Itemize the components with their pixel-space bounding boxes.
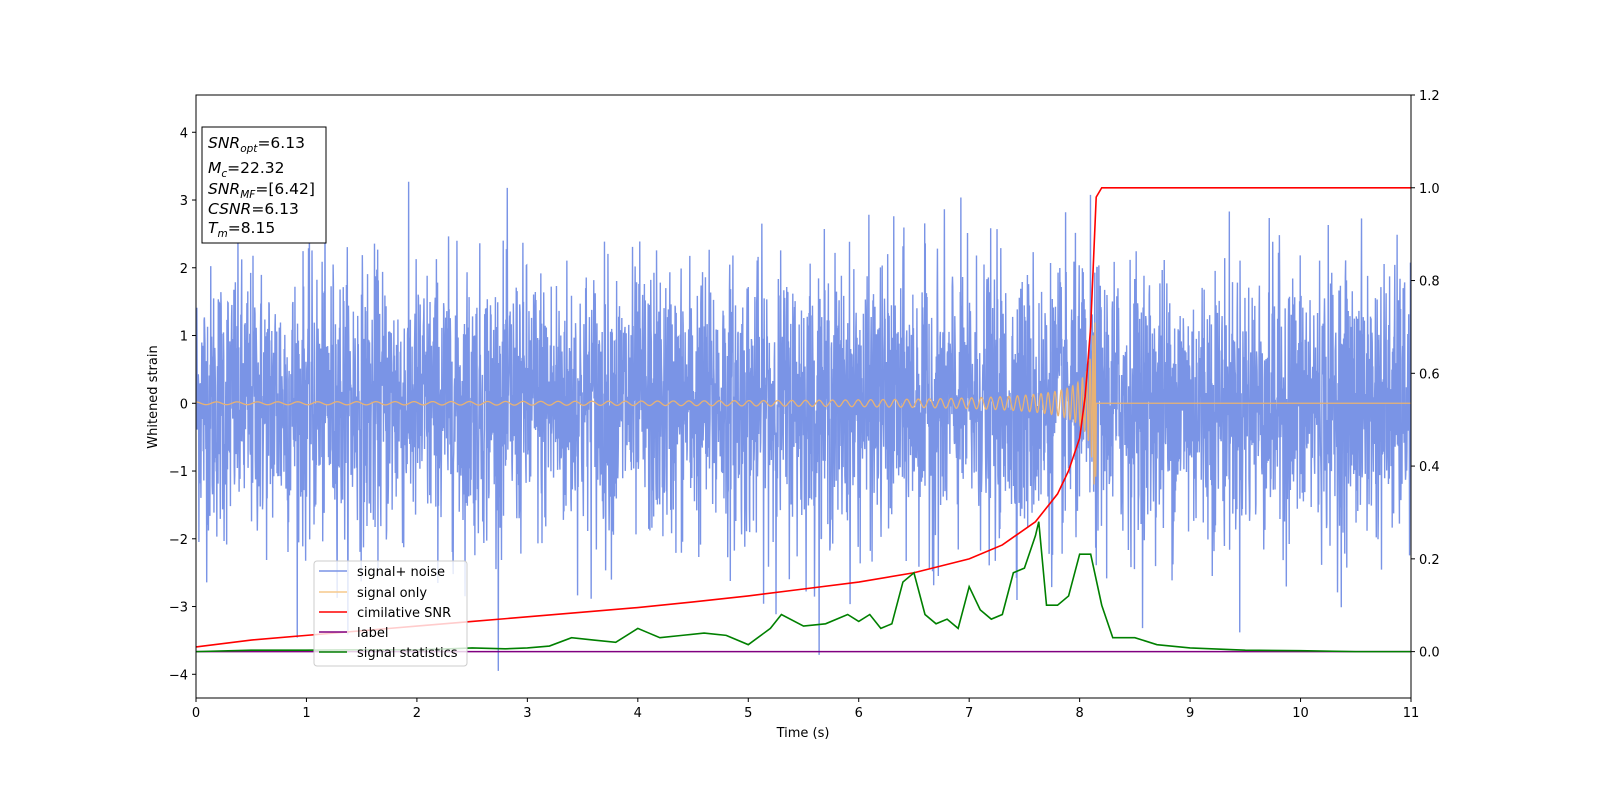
x-tick-label: 7 xyxy=(965,706,973,721)
snr-opt-text: SNRopt=6.13 xyxy=(208,134,305,155)
x-tick-label: 2 xyxy=(413,706,421,721)
merger-time-text: Tm=8.15 xyxy=(208,219,275,240)
y-tick-label: 1 xyxy=(180,330,188,345)
legend: signal+ noise signal only cimilative SNR… xyxy=(313,560,468,667)
x-tick-label: 4 xyxy=(634,706,642,721)
x-tick-label: 8 xyxy=(1075,706,1083,721)
signal-only-line xyxy=(196,322,1411,485)
legend-label: signal+ noise xyxy=(357,565,445,580)
snr-mf-text: SNRMF=[6.42] xyxy=(208,180,315,201)
y-axis-label: Whitened strain xyxy=(146,345,161,448)
x-axis-ticks: 0 1 2 3 4 5 6 7 8 9 10 11 xyxy=(192,698,1419,721)
right-y-axis-ticks: 1.2 1.0 0.8 0.6 0.4 0.2 0.0 xyxy=(1411,89,1440,661)
legend-label: signal statistics xyxy=(357,646,458,661)
chirp-mass-text: Mc=22.32 xyxy=(208,159,285,180)
x-axis-label: Time (s) xyxy=(776,726,830,741)
x-tick-label: 9 xyxy=(1186,706,1194,721)
signal-statistics-series xyxy=(196,521,1411,653)
y-tick-label: −1 xyxy=(169,465,188,480)
signal-plus-noise-series xyxy=(196,181,1411,671)
legend-item-signal-only: signal only xyxy=(319,586,427,601)
x-tick-label: 1 xyxy=(302,706,310,721)
y-tick-label: −2 xyxy=(169,533,188,548)
y-axis-ticks: 4 3 2 1 0 −1 −2 −3 −4 xyxy=(169,126,196,683)
legend-label: label xyxy=(357,626,388,641)
x-tick-label: 0 xyxy=(192,706,200,721)
right-y-tick-label: 0.2 xyxy=(1419,553,1440,568)
y-tick-label: 3 xyxy=(180,194,188,209)
signal-plus-noise-line xyxy=(196,181,1411,671)
legend-item-cumulative-snr: cimilative SNR xyxy=(319,606,451,621)
csnr-text: CSNR=6.13 xyxy=(208,200,299,218)
y-tick-label: 4 xyxy=(180,126,188,141)
y-tick-label: −4 xyxy=(169,668,188,683)
x-tick-label: 6 xyxy=(855,706,863,721)
y-tick-label: 0 xyxy=(180,397,188,412)
right-y-tick-label: 0.8 xyxy=(1419,275,1440,290)
right-y-tick-label: 1.2 xyxy=(1419,89,1440,104)
signal-statistics-line xyxy=(196,521,1411,653)
legend-item-label: label xyxy=(319,626,388,641)
legend-item-signal-noise: signal+ noise xyxy=(319,565,445,580)
plot-frame xyxy=(195,94,1412,699)
x-tick-label: 3 xyxy=(523,706,531,721)
y-tick-label: 2 xyxy=(180,262,188,277)
legend-label: cimilative SNR xyxy=(357,606,451,621)
annotation-box: SNRopt=6.13 Mc=22.32 SNRMF=[6.42] CSNR=6… xyxy=(201,126,327,244)
x-tick-label: 11 xyxy=(1403,706,1420,721)
x-tick-label: 5 xyxy=(744,706,752,721)
legend-label: signal only xyxy=(357,586,427,601)
right-y-tick-label: 0.6 xyxy=(1419,367,1440,382)
right-y-tick-label: 1.0 xyxy=(1419,182,1440,197)
signal-only-series xyxy=(196,322,1411,485)
right-y-tick-label: 0.0 xyxy=(1419,646,1440,661)
legend-item-signal-statistics: signal statistics xyxy=(319,646,458,661)
y-tick-label: −3 xyxy=(169,601,188,616)
right-y-tick-label: 0.4 xyxy=(1419,460,1440,475)
x-tick-label: 10 xyxy=(1292,706,1309,721)
